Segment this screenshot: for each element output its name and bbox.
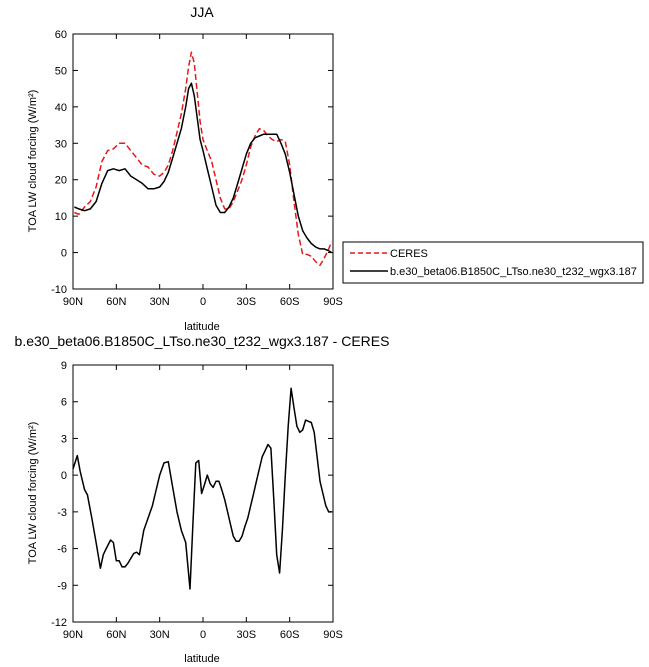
top-x-tick-label: 90N bbox=[63, 296, 83, 308]
bottom-y-tick-label: -9 bbox=[57, 580, 67, 592]
bottom-y-tick-label: 9 bbox=[61, 360, 67, 372]
top-x-tick-label: 30N bbox=[150, 296, 170, 308]
top-x-tick-label: 30S bbox=[237, 296, 257, 308]
top-x-tick-label: 60N bbox=[106, 296, 126, 308]
top-x-tick-label: 0 bbox=[200, 296, 206, 308]
top-series-line-model bbox=[74, 82, 332, 254]
top-y-tick-label: 40 bbox=[55, 102, 67, 114]
top-chart-title: JJA bbox=[190, 4, 214, 20]
bottom-y-tick-label: 6 bbox=[61, 397, 67, 409]
legend: CERES b.e30_beta06.B1850C_LTso.ne30_t232… bbox=[342, 241, 644, 284]
top-y-axis-label: TOA LW cloud forcing (W/m²) bbox=[27, 90, 39, 233]
legend-box bbox=[342, 241, 644, 284]
bottom-x-tick-label: 60N bbox=[106, 629, 126, 641]
top-y-tick-label: 60 bbox=[55, 29, 67, 41]
top-plot-frame bbox=[72, 33, 334, 290]
bottom-x-axis-label: latitude bbox=[184, 653, 219, 665]
top-series-line-ceres bbox=[74, 51, 333, 267]
bottom-plot-ticks: 90N 60N 30N 0 30S 60S 90S -12 -9 -6 -3 0 3 6 9 bbox=[51, 360, 343, 641]
top-y-tick-label: 20 bbox=[55, 175, 67, 187]
bottom-y-axis-label: TOA LW cloud forcing (W/m²) bbox=[27, 422, 39, 565]
bottom-x-tick-label: 30N bbox=[150, 629, 170, 641]
bottom-plot-lines bbox=[72, 387, 332, 590]
legend-label-model: b.e30_beta06.B1850C_LTso.ne30_t232_wgx3.… bbox=[390, 266, 637, 278]
bottom-chart-title: b.e30_beta06.B1850C_LTso.ne30_t232_wgx3.… bbox=[15, 333, 390, 349]
top-y-tick-label: 50 bbox=[55, 65, 67, 77]
bottom-series-line-difference bbox=[72, 387, 332, 590]
bottom-y-tick-label: -3 bbox=[57, 507, 67, 519]
top-plot-ticks: 90N 60N 30N 0 30S 60S 90S -10 0 10 20 30 40 50 60 bbox=[51, 29, 343, 308]
bottom-y-tick-label: -12 bbox=[51, 617, 67, 629]
top-y-tick-label: 30 bbox=[55, 138, 67, 150]
bottom-y-tick-label: 3 bbox=[61, 433, 67, 445]
bottom-y-tick-label: 0 bbox=[61, 470, 67, 482]
top-y-tick-label: 0 bbox=[61, 248, 67, 260]
legend-label-ceres: CERES bbox=[390, 248, 428, 260]
bottom-x-tick-label: 90N bbox=[63, 629, 83, 641]
top-plot-lines bbox=[74, 51, 333, 267]
bottom-x-tick-label: 0 bbox=[200, 629, 206, 641]
top-x-tick-label: 60S bbox=[280, 296, 300, 308]
bottom-x-tick-label: 60S bbox=[280, 629, 300, 641]
bottom-x-tick-label: 90S bbox=[323, 629, 343, 641]
top-y-tick-label: -10 bbox=[51, 284, 67, 296]
top-y-tick-label: 10 bbox=[55, 211, 67, 223]
bottom-x-tick-label: 30S bbox=[237, 629, 257, 641]
top-x-tick-label: 90S bbox=[323, 296, 343, 308]
top-x-axis-label: latitude bbox=[184, 321, 219, 333]
bottom-y-tick-label: -6 bbox=[57, 544, 67, 556]
